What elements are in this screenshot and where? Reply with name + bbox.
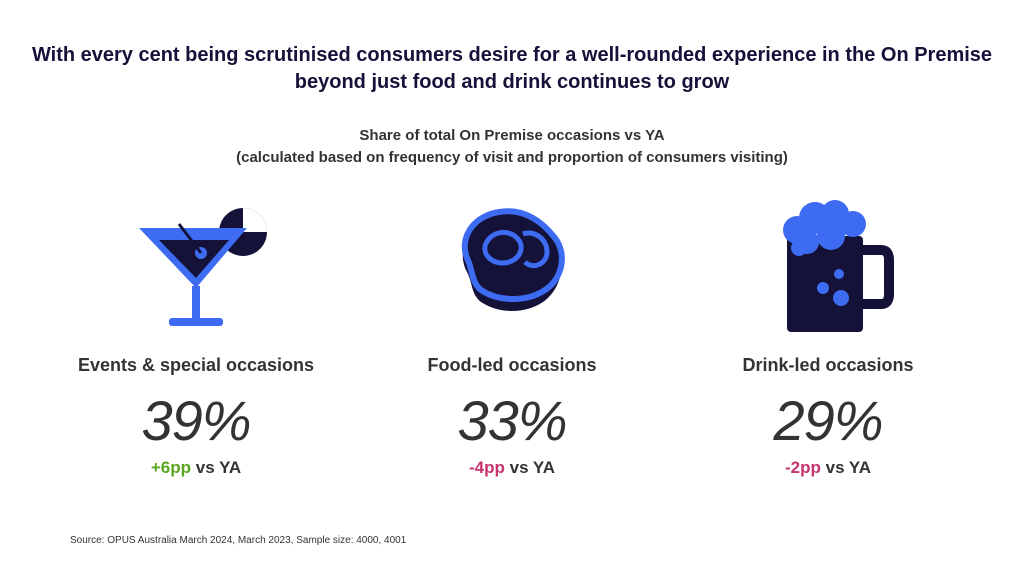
change-value: +6pp [150, 458, 192, 477]
steak-icon [461, 208, 565, 311]
category-value: 29% [773, 389, 883, 452]
change-suffix: vs YA [195, 458, 242, 477]
category-label: Food-led occasions [427, 355, 597, 375]
change-value: -2pp [784, 458, 821, 477]
chart-subtitle: Share of total On Premise occasions vs Y… [150, 125, 874, 169]
category-change: +6pp vs YA [46, 458, 346, 478]
change-suffix: vs YA [509, 458, 555, 477]
category-label: Drink-led occasions [742, 355, 914, 375]
source-note: Source: OPUS Australia March 2024, March… [70, 535, 407, 546]
category-food: Food-led occasions 33% -4pp vs YA [362, 190, 662, 490]
category-change: -2pp vs YA [678, 458, 978, 478]
category-events: Events & special occasions 39% +6pp vs Y… [46, 190, 346, 490]
chart-title: Share of total On Premise occasions vs Y… [359, 127, 665, 144]
category-change: -4pp vs YA [362, 458, 662, 478]
change-value: -4pp [468, 458, 505, 477]
category-label: Events & special occasions [77, 355, 315, 375]
cocktail-icon [139, 208, 267, 326]
category-value: 33% [457, 389, 567, 452]
category-value: 39% [141, 389, 251, 452]
chart-note: (calculated based on frequency of visit … [236, 149, 788, 166]
beer-mug-icon [783, 200, 894, 332]
change-suffix: vs YA [825, 458, 871, 477]
category-drink: Drink-led occasions 29% -2pp vs YA [678, 190, 978, 490]
page-title: With every cent being scrutinised consum… [31, 44, 993, 93]
